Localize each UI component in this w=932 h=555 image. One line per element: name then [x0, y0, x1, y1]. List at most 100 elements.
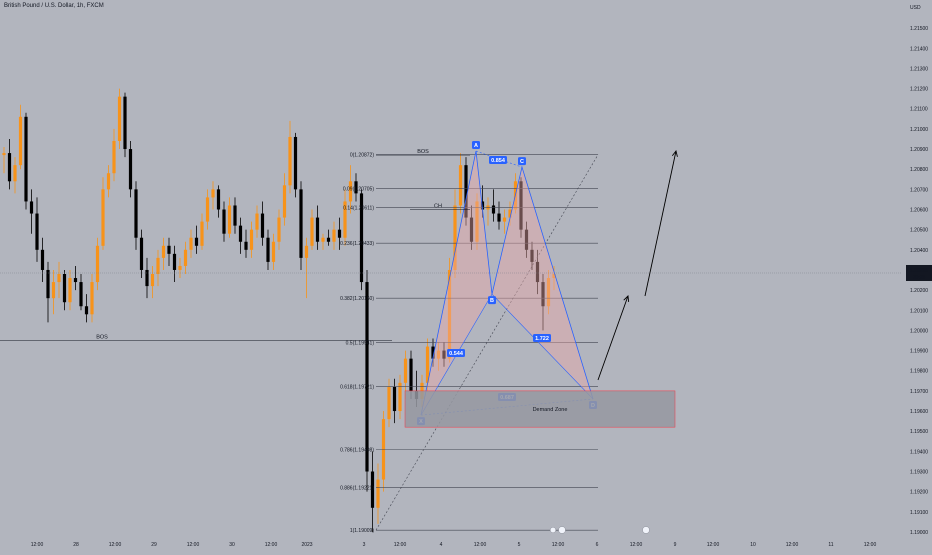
candle — [117, 88, 122, 150]
fib-level-label: 0.5(1.19941) — [346, 340, 375, 346]
candle — [40, 237, 45, 283]
candle-body — [354, 181, 358, 194]
time-axis-tick: 12:00 — [31, 542, 44, 548]
candle — [123, 92, 127, 158]
candle — [370, 451, 375, 532]
candle-body — [321, 237, 325, 242]
fib-level-label: 0.786(1.19408) — [340, 448, 374, 454]
candle-body — [40, 249, 45, 270]
candle-body — [546, 278, 551, 307]
ratio-box — [447, 349, 465, 357]
price-axis-tick: 1.20200 — [910, 288, 928, 294]
projection-arrow — [597, 295, 630, 381]
fib-level-label: 0.382(1.20160) — [340, 296, 374, 302]
candle — [13, 157, 17, 194]
pattern-point-label: C — [520, 159, 524, 165]
candle-body — [194, 237, 199, 246]
candle-body — [535, 261, 540, 283]
candle-body — [150, 274, 155, 287]
price-axis-tick: 1.19800 — [910, 369, 928, 375]
price-axis-tick: 1.21200 — [910, 87, 928, 93]
time-axis-tick: 3 — [363, 542, 366, 548]
time-axis-tick: 12:00 — [394, 542, 407, 548]
candle — [68, 269, 72, 311]
candle-body — [95, 245, 100, 283]
candle — [486, 197, 490, 226]
candle-body — [326, 237, 331, 242]
candle-body — [156, 257, 160, 274]
candle — [321, 233, 325, 250]
bos-label: BOS — [417, 149, 429, 155]
candle-body — [425, 346, 430, 383]
time-axis-tick: 30 — [229, 542, 235, 548]
candle — [46, 261, 50, 323]
candle — [293, 132, 298, 198]
time-axis-tick: 10 — [750, 542, 756, 548]
candle-body — [365, 282, 369, 472]
candle-body — [431, 346, 435, 359]
time-axis-tick: 12:00 — [707, 542, 720, 548]
ratio-box — [533, 334, 551, 342]
event-dot-icon — [550, 527, 557, 534]
candle — [458, 153, 463, 214]
event-flag-icon — [558, 526, 566, 534]
candle — [172, 245, 177, 283]
candle-body — [502, 217, 507, 222]
candle-body — [227, 205, 232, 234]
projection-arrow-line — [644, 150, 677, 297]
candle-body — [90, 282, 94, 315]
candle — [29, 189, 34, 234]
pattern-point-marker — [472, 141, 480, 150]
price-axis-currency: USD — [910, 5, 921, 11]
candle — [431, 338, 435, 367]
candle-body — [79, 282, 83, 307]
candle-body — [337, 229, 342, 238]
fib-level-label: 0.14(1.20611) — [343, 205, 374, 211]
candle-body — [117, 96, 122, 141]
candle — [464, 157, 468, 226]
candle-body — [128, 149, 133, 190]
candle — [62, 269, 67, 311]
ratio-box — [489, 156, 507, 164]
price-axis-tick: 1.21300 — [910, 66, 928, 72]
candle-body — [310, 217, 314, 246]
candle — [343, 189, 347, 246]
price-axis-tick: 1.20000 — [910, 328, 928, 334]
candle-body — [359, 193, 364, 283]
candle-body — [249, 229, 254, 250]
candle-body — [315, 217, 320, 242]
candle-body — [288, 136, 292, 186]
fib-level-label: 1(1.19009) — [350, 528, 375, 534]
time-axis-tick: 6 — [596, 542, 599, 548]
candle-body — [216, 189, 221, 210]
candle-body — [541, 282, 545, 307]
candle — [35, 197, 39, 262]
price-axis-tick: 1.20400 — [910, 248, 928, 254]
candle-body — [2, 153, 6, 156]
candle-body — [442, 350, 446, 359]
candle — [178, 257, 182, 279]
time-axis-tick: 2023 — [301, 542, 312, 548]
price-axis-tick: 1.19500 — [910, 429, 928, 435]
candle-body — [13, 165, 17, 182]
time-axis-tick: 12:00 — [474, 542, 487, 548]
price-axis-tick: 1.20600 — [910, 208, 928, 214]
time-axis-tick: 12:00 — [265, 542, 278, 548]
candle — [491, 189, 496, 222]
candle-body — [398, 382, 402, 412]
price-axis-tick: 1.19100 — [910, 510, 928, 516]
candle-body — [530, 249, 534, 262]
candle — [249, 221, 254, 258]
candle — [90, 274, 94, 323]
candle — [337, 217, 342, 250]
candle-body — [106, 173, 111, 190]
candle-body — [29, 201, 34, 214]
price-axis-tick: 1.20100 — [910, 308, 928, 314]
candle — [288, 120, 292, 194]
candle — [156, 249, 160, 287]
candle — [227, 197, 232, 238]
time-axis-tick: 9 — [674, 542, 677, 548]
candle-body — [200, 221, 204, 246]
